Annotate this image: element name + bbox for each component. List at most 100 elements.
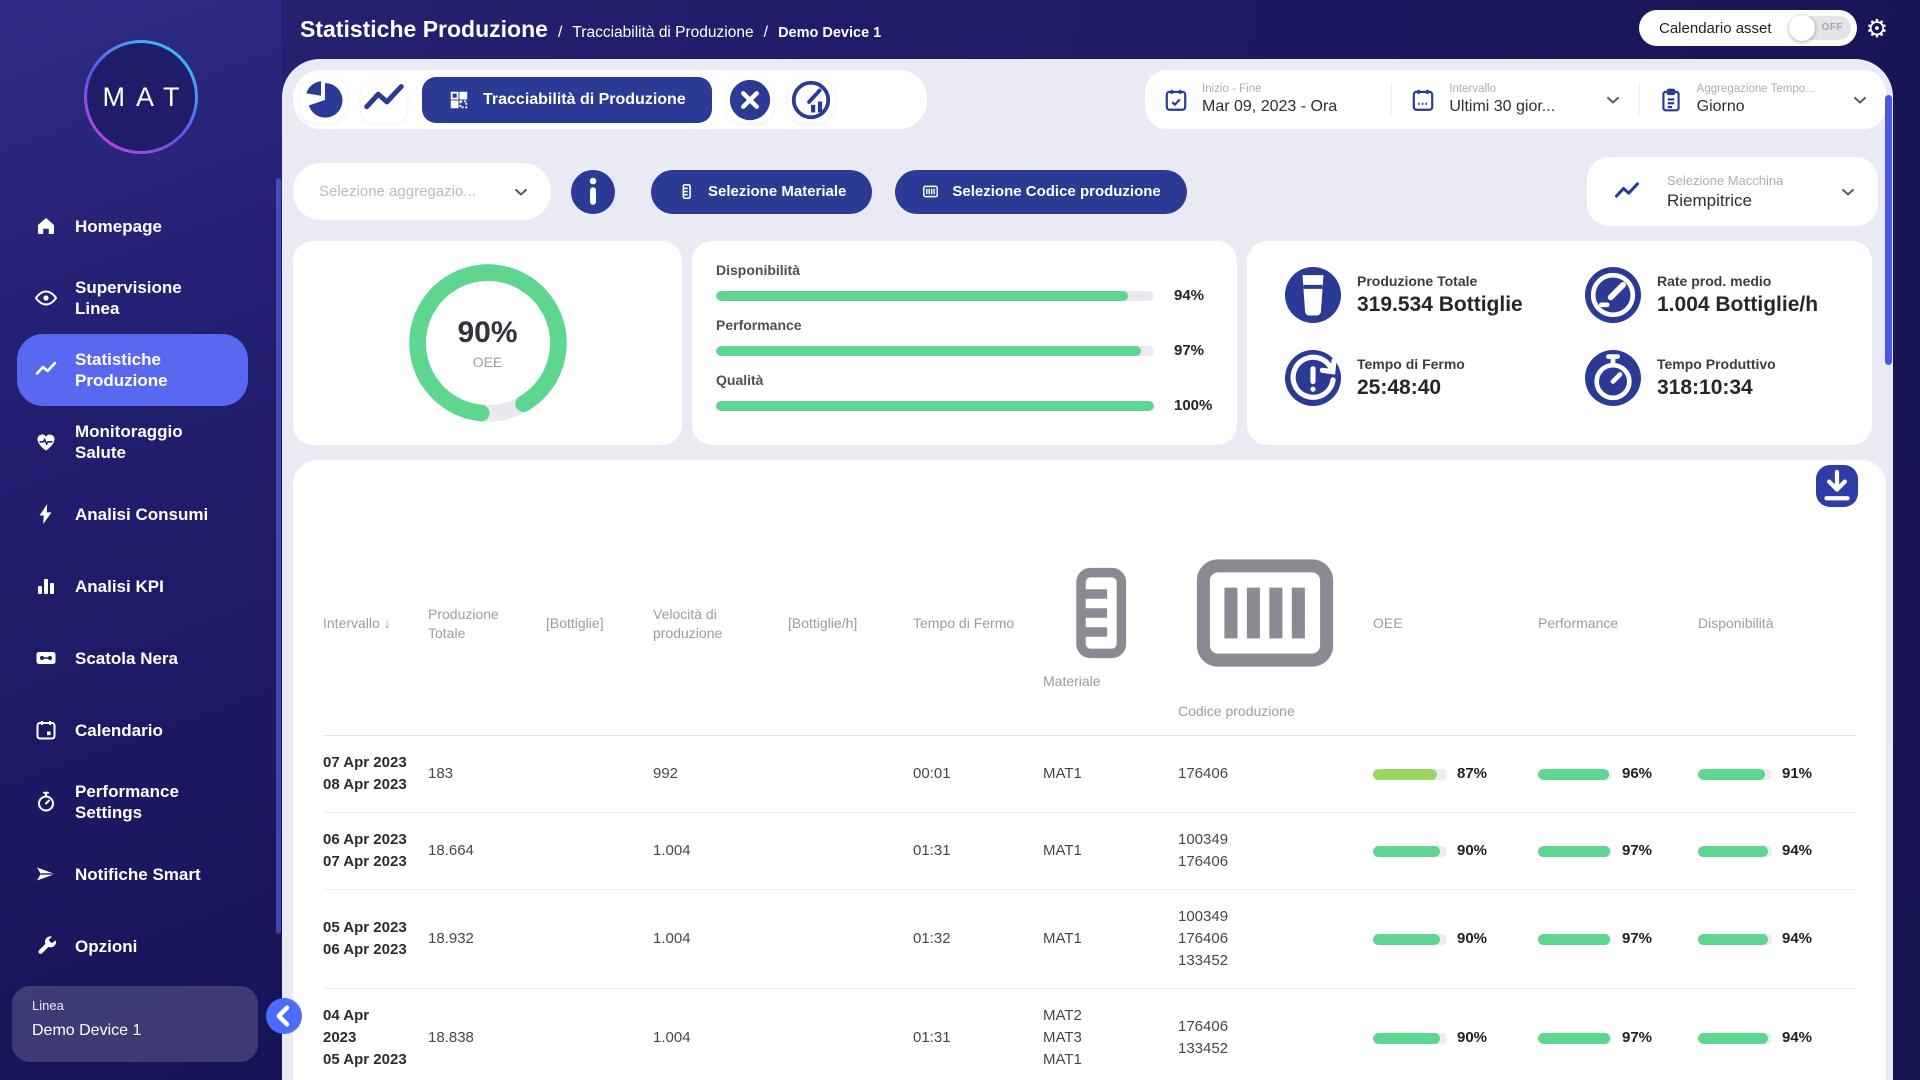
barcode-icon (921, 182, 940, 201)
intervallo-value: Ultimi 30 gior... (1449, 98, 1556, 115)
selezione-materiale-label: Selezione Materiale (708, 183, 847, 200)
inizio-fine-picker[interactable]: Inizio - Fine Mar 09, 2023 - Ora (1145, 83, 1391, 116)
selezione-materiale-button[interactable]: Selezione Materiale (651, 169, 873, 214)
intervallo-picker[interactable]: Intervallo Ultimi 30 gior... (1391, 83, 1638, 116)
intervallo-label: Intervallo (1449, 83, 1496, 95)
stopwatch-icon (1585, 350, 1641, 406)
table-header-row: Intervallo ↓ Produzione Totale [Bottigli… (323, 526, 1856, 736)
sidebar: MAT Homepage Supervisione Linea Statisti… (0, 0, 282, 1080)
tab-tracciabilita-produzione[interactable]: Tracciabilità di Produzione (422, 76, 712, 123)
col-materiale: Materiale (1043, 556, 1178, 691)
sidebar-item-analisi-consumi[interactable]: Analisi Consumi (17, 478, 248, 550)
eye-icon (34, 286, 58, 310)
sidebar-item-monitoraggio-salute[interactable]: Monitoraggio Salute (17, 406, 248, 478)
component-bar-group: Disponibilità 94% (716, 262, 1213, 304)
cell-materiale: MAT1 (1043, 930, 1082, 947)
selezione-codice-produzione-button[interactable]: Selezione Codice produzione (895, 169, 1187, 214)
cell-performance: 97% (1538, 840, 1698, 862)
cell-produzione-totale: 18.838 (428, 1029, 474, 1046)
page-scrollbar-thumb[interactable] (1885, 95, 1892, 365)
tab-label: Tracciabilità di Produzione (483, 90, 686, 108)
table-row[interactable]: 04 Apr 2023 05 Apr 2023 18.838 1.004 01:31… (323, 989, 1856, 1080)
mini-bar-track (1373, 845, 1447, 857)
selezione-macchina-label: Selezione Macchina (1667, 172, 1784, 188)
chevron-left-icon (266, 998, 302, 1034)
cell-intervallo: 05 Apr 2023 06 Apr 2023 (323, 919, 407, 958)
date-filters-card: Inizio - Fine Mar 09, 2023 - Ora Interva… (1145, 70, 1886, 129)
pie-chart-icon[interactable] (300, 76, 346, 123)
selezione-macchina-dropdown[interactable]: Selezione Macchina Riempitrice (1587, 157, 1878, 226)
selezione-codice-label: Selezione Codice produzione (952, 183, 1161, 200)
table-row[interactable]: 07 Apr 2023 08 Apr 2023 183 992 00:01 MAT… (323, 736, 1856, 813)
sidebar-scrollbar-thumb[interactable] (276, 178, 281, 934)
breadcrumb-device[interactable]: Demo Device 1 (778, 25, 882, 41)
speedometer-icon (1585, 267, 1641, 323)
sidebar-item-calendario[interactable]: Calendario (17, 694, 248, 766)
chevron-down-icon (1850, 90, 1870, 110)
bar-chart-icon (34, 574, 58, 598)
cell-tempo-fermo: 01:31 (913, 842, 951, 859)
table-row[interactable]: 06 Apr 2023 07 Apr 2023 18.664 1.004 01:3… (323, 813, 1856, 890)
gear-icon[interactable]: ⚙ (1865, 15, 1889, 43)
mat-logo-text: MAT (87, 43, 195, 151)
close-circle-icon[interactable] (726, 76, 773, 123)
cell-intervallo: 06 Apr 2023 07 Apr 2023 (323, 831, 407, 870)
linea-device-card[interactable]: Linea Demo Device 1 (12, 986, 258, 1062)
oee-gauge-card: 90% OEE (293, 241, 682, 445)
mini-bar-track (1538, 1032, 1612, 1044)
sidebar-item-statistiche-produzione[interactable]: Statistiche Produzione (17, 334, 248, 406)
sidebar-item-notifiche-smart[interactable]: Notifiche Smart (17, 838, 248, 910)
production-gauge-icon[interactable] (787, 76, 834, 123)
sidebar-item-supervisione-linea[interactable]: Supervisione Linea (17, 262, 248, 334)
mini-bar-track (1538, 933, 1612, 945)
cell-codice-produzione: 176406 133452 (1178, 1018, 1229, 1057)
col-intervallo[interactable]: Intervallo ↓ (323, 615, 391, 631)
switch-knob (1789, 15, 1815, 41)
aggregazione-value: Giorno (1696, 98, 1745, 115)
sidebar-item-label: Performance Settings (75, 782, 179, 822)
trend-line-icon[interactable] (361, 76, 407, 123)
component-bar-track (716, 290, 1154, 301)
cell-performance: 97% (1538, 928, 1698, 950)
cell-materiale: MAT2 MAT3 MAT1 (1043, 1007, 1082, 1068)
mat-logo: MAT (84, 40, 198, 154)
kpi-label: Tempo Produttivo (1657, 356, 1776, 372)
sidebar-collapse-button[interactable] (266, 998, 302, 1034)
aggregazione-picker[interactable]: Aggregazione Tempo... Giorno (1638, 83, 1886, 116)
calendar-icon (1410, 87, 1436, 113)
sidebar-nav: Homepage Supervisione Linea Statistiche … (0, 190, 282, 982)
col-tempo-fermo: Tempo di Fermo (913, 615, 1015, 631)
cell-codice-produzione: 100349 176406 133452 (1178, 908, 1229, 969)
table-body: 07 Apr 2023 08 Apr 2023 183 992 00:01 MAT… (323, 736, 1856, 1080)
info-icon[interactable] (571, 169, 615, 214)
breadcrumb: Statistiche Produzione / Tracciabilità d… (300, 16, 881, 43)
bolt-icon (34, 502, 58, 526)
selezione-aggregazione-placeholder: Selezione aggregazio... (319, 183, 476, 200)
calendario-asset-switch[interactable]: OFF (1789, 15, 1851, 41)
mini-bar-track (1698, 933, 1772, 945)
calendario-asset-label: Calendario asset (1659, 19, 1772, 37)
download-icon[interactable] (1816, 465, 1858, 507)
sidebar-item-homepage[interactable]: Homepage (17, 190, 248, 262)
calendar-check-icon (1163, 87, 1189, 113)
cell-intervallo: 04 Apr 2023 05 Apr 2023 (323, 1007, 407, 1068)
kpi-label: Produzione Totale (1357, 273, 1478, 289)
breadcrumb-separator: / (763, 24, 769, 41)
selezione-macchina-value: Riempitrice (1667, 190, 1753, 210)
component-bar-fill (716, 345, 1141, 356)
selezione-aggregazione-dropdown[interactable]: Selezione aggregazio... (293, 163, 551, 220)
sidebar-item-scatola-nera[interactable]: Scatola Nera (17, 622, 248, 694)
sidebar-item-opzioni[interactable]: Opzioni (17, 910, 248, 982)
sidebar-item-performance-settings[interactable]: Performance Settings (17, 766, 248, 838)
breadcrumb-separator: / (557, 24, 563, 41)
sidebar-item-analisi-kpi[interactable]: Analisi KPI (17, 550, 248, 622)
cell-tempo-fermo: 01:32 (913, 930, 951, 947)
calendario-asset-toggle-pill[interactable]: Calendario asset OFF (1639, 10, 1857, 46)
breadcrumb-section[interactable]: Tracciabilità di Produzione (572, 24, 754, 41)
cell-tempo-fermo: 00:01 (913, 765, 951, 782)
table-row[interactable]: 05 Apr 2023 06 Apr 2023 18.932 1.004 01:3… (323, 890, 1856, 989)
clock-alert-icon (1285, 350, 1341, 406)
kpi-value: 25:48:40 (1357, 376, 1442, 399)
machine-trend-icon (1613, 178, 1641, 206)
mini-bar-track (1698, 1032, 1772, 1044)
